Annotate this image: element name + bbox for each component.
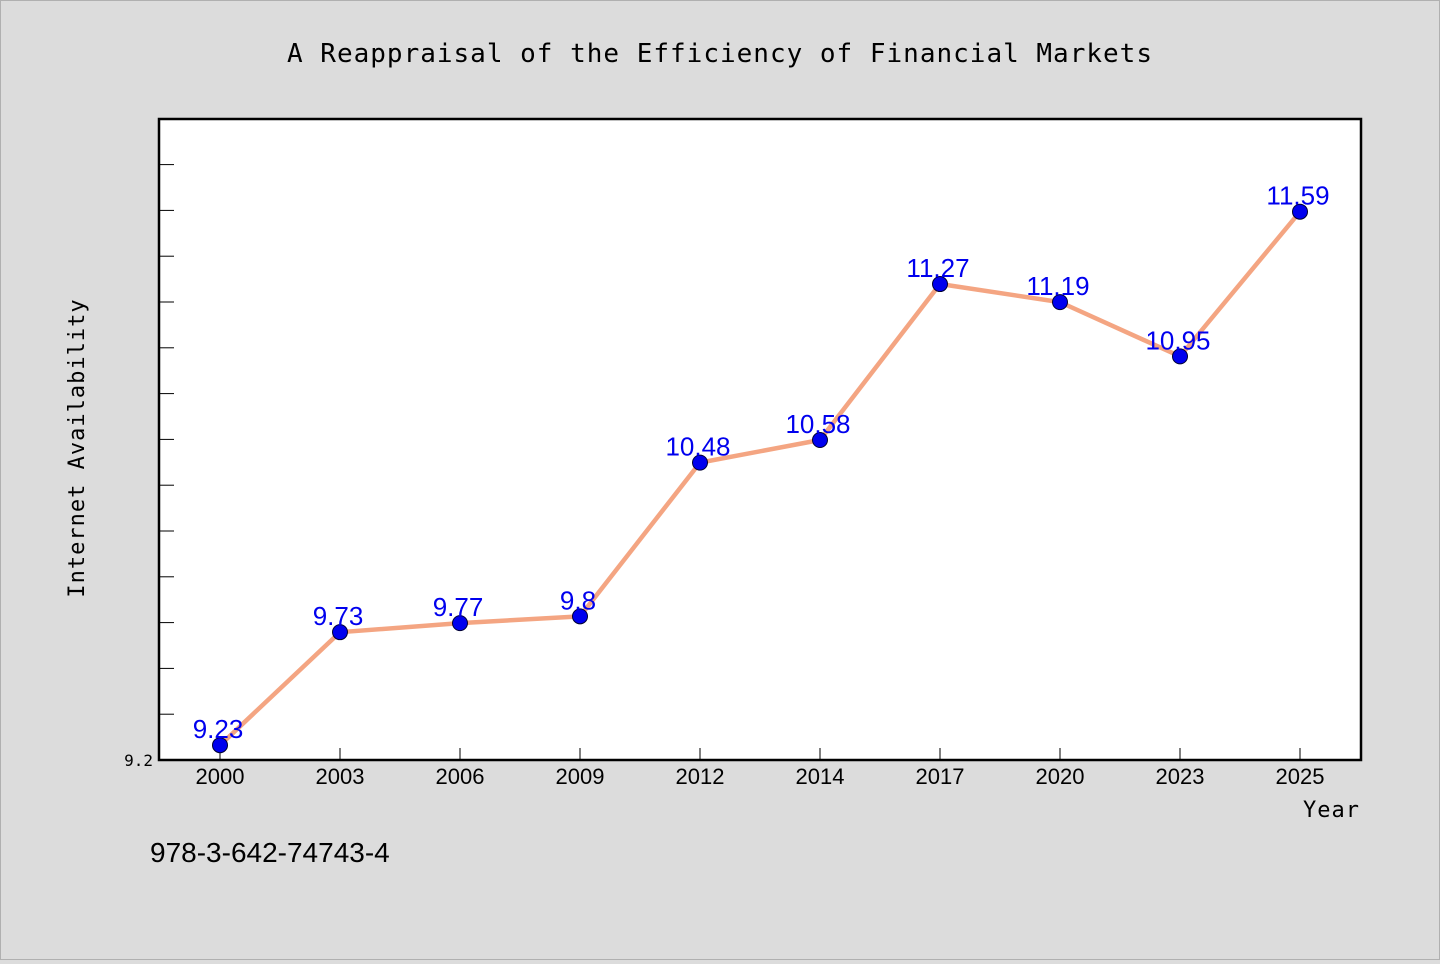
series-line-group xyxy=(217,209,1303,748)
x-tick-label: 2009 xyxy=(556,764,605,789)
x-tick-label: 2023 xyxy=(1156,764,1205,789)
data-point xyxy=(1172,348,1188,365)
data-label: 9.8 xyxy=(560,585,596,615)
x-tick-label: 2025 xyxy=(1276,764,1325,789)
plot-area xyxy=(157,117,1363,762)
data-labels: 9.23 9.73 9.77 9.8 10.48 10.58 11.27 11.19 10.95… xyxy=(193,181,1330,745)
data-label: 10.95 xyxy=(1145,325,1210,355)
data-point xyxy=(212,737,228,754)
chart-title: A Reappraisal of the Efficiency of Finan… xyxy=(287,39,1153,69)
x-tick-label: 2012 xyxy=(676,764,725,789)
data-label: 9.77 xyxy=(433,592,484,622)
x-tick-label: 2014 xyxy=(796,764,845,789)
data-label: 11.19 xyxy=(1026,271,1089,301)
data-point xyxy=(692,454,708,471)
y-axis-ticks xyxy=(159,164,174,761)
data-point xyxy=(932,276,948,293)
x-tick-label: 2006 xyxy=(436,764,485,789)
data-point xyxy=(332,624,348,641)
series-line xyxy=(217,209,1303,748)
x-axis-ticks xyxy=(219,748,1301,760)
data-label: 11.27 xyxy=(906,253,969,283)
data-label: 10.58 xyxy=(785,409,850,439)
data-point xyxy=(1052,294,1068,311)
x-tick-label: 2003 xyxy=(316,764,365,789)
x-tick-labels: 2000 2003 2006 2009 2012 2014 2017 2020 2023 2025 xyxy=(196,764,1325,789)
x-tick-label: 2020 xyxy=(1036,764,1085,789)
isbn-label: 978-3-642-74743-4 xyxy=(150,837,390,868)
y-tick-label: 9.2 xyxy=(124,751,153,770)
data-point xyxy=(1292,203,1308,220)
data-label: 9.73 xyxy=(313,601,364,631)
data-label: 11.59 xyxy=(1266,181,1329,211)
data-label: 10.48 xyxy=(665,432,730,462)
x-axis-label: Year xyxy=(1303,798,1360,823)
x-tick-label: 2017 xyxy=(916,764,965,789)
data-markers xyxy=(212,203,1308,754)
data-point xyxy=(572,608,588,625)
data-label: 9.23 xyxy=(193,714,244,744)
data-point xyxy=(452,615,468,632)
data-point xyxy=(812,432,828,449)
x-tick-label: 2000 xyxy=(196,764,245,789)
y-axis-label: Internet Availability xyxy=(65,298,90,597)
